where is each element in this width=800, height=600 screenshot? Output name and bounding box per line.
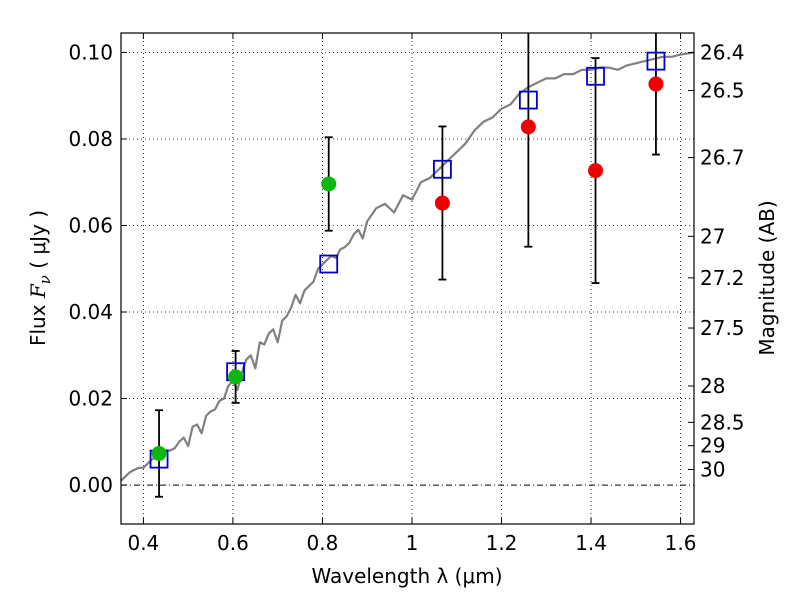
- y-tick-label: 0.02: [68, 387, 113, 411]
- plot-area: [121, 33, 694, 498]
- y-tick-label: 0.08: [68, 127, 113, 151]
- x-tick-label: 1: [406, 531, 419, 555]
- model-square-marker: [586, 66, 605, 86]
- magnitude-tick-label: 30: [700, 457, 725, 481]
- upper-limit-point: [588, 163, 604, 179]
- magnitude-tick-label: 28: [700, 374, 725, 398]
- plot-frame: [120, 32, 695, 525]
- magnitude-tick-label: 27: [700, 224, 725, 248]
- magnitude-tick-label: 26.7: [700, 146, 745, 170]
- detection-point: [151, 445, 167, 461]
- magnitude-tick-label: 27.2: [700, 266, 745, 290]
- x-tick-label: 0.8: [307, 531, 339, 555]
- x-axis-label: Wavelength λ (μm): [311, 564, 502, 588]
- y-tick-label: 0.04: [68, 300, 113, 324]
- model-square-marker: [433, 159, 452, 179]
- y-tick-label: 0.06: [68, 214, 113, 238]
- x-tick-label: 0.4: [127, 531, 159, 555]
- magnitude-tick-label: 26.5: [700, 79, 745, 103]
- upper-limit-point: [434, 195, 450, 211]
- x-tick-label: 0.6: [217, 531, 249, 555]
- plot-background: [121, 33, 694, 524]
- y-axis-label-right: Magnitude (AB): [755, 200, 779, 355]
- x-tick-label: 1.4: [575, 531, 607, 555]
- magnitude-tick-label: 29: [700, 434, 725, 458]
- upper-limit-point: [520, 119, 536, 135]
- y-tick-label: 0.00: [68, 473, 113, 497]
- magnitude-tick-label: 27.5: [700, 316, 745, 340]
- x-tick-label: 1.6: [665, 531, 697, 555]
- model-square-marker: [646, 51, 666, 71]
- magnitude-tick-label: 28.5: [700, 410, 745, 434]
- x-axis: 0.4 0.6 0.8 1 1.2 1.4 1.6: [127, 33, 696, 555]
- upper-limit-point: [648, 76, 664, 92]
- detection-point: [321, 176, 337, 192]
- x-tick-label: 1.2: [486, 531, 518, 555]
- y-tick-label: 0.10: [68, 40, 113, 64]
- y-axis-left: 0.00 0.02 0.04 0.06 0.08 0.10: [68, 40, 127, 497]
- model-square-marker: [518, 90, 538, 110]
- y-axis-label-left: Flux Fν ( μJy ): [26, 210, 54, 346]
- magnitude-tick-label: 26.4: [700, 40, 745, 64]
- sed-line: [121, 51, 694, 482]
- model-square-marker: [319, 254, 339, 274]
- detection-point: [228, 369, 244, 385]
